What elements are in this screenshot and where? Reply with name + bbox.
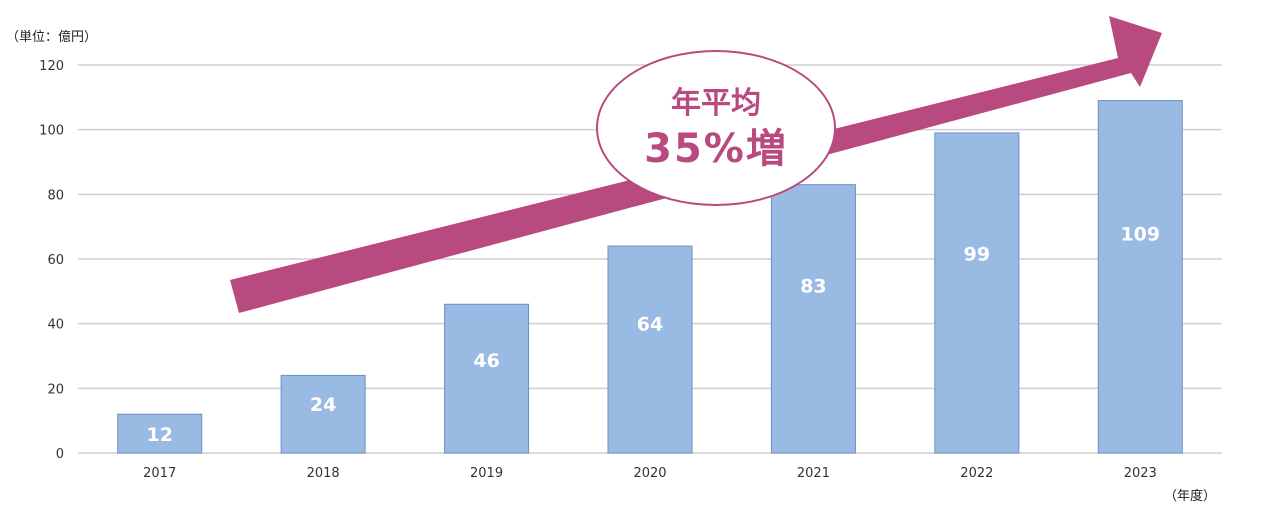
y-axis-ticks: 0 20 40 60 80 100 120 bbox=[39, 59, 64, 462]
growth-callout: 年平均 35%増 bbox=[596, 50, 836, 206]
bar-value-label: 99 bbox=[964, 244, 990, 266]
callout-line1: 年平均 bbox=[671, 86, 761, 121]
x-axis-unit-label: （年度） bbox=[1164, 489, 1217, 504]
x-tick-label: 2019 bbox=[470, 466, 503, 481]
bar-2017 bbox=[117, 413, 203, 454]
callout-ellipse bbox=[596, 50, 836, 206]
bar-value-label: 12 bbox=[146, 424, 172, 446]
bar-value-label: 83 bbox=[800, 276, 826, 298]
bar-2019 bbox=[444, 303, 530, 454]
unit-label: （単位：億円） bbox=[6, 30, 98, 45]
bar-2020 bbox=[607, 245, 693, 454]
bar-2021 bbox=[770, 184, 856, 454]
x-tick-label: 2021 bbox=[797, 466, 830, 481]
bar-value-label: 109 bbox=[1120, 223, 1160, 245]
x-tick-label: 2018 bbox=[307, 466, 340, 481]
y-tick-label: 80 bbox=[47, 188, 64, 203]
x-axis-ticks: 2017 2018 2019 2020 2021 2022 2023 bbox=[143, 466, 1157, 481]
bars bbox=[117, 100, 1183, 454]
bar-value-label: 24 bbox=[310, 394, 336, 416]
y-tick-label: 100 bbox=[39, 124, 64, 139]
y-tick-label: 60 bbox=[47, 253, 64, 268]
x-tick-label: 2022 bbox=[960, 466, 993, 481]
x-tick-label: 2017 bbox=[143, 466, 176, 481]
x-tick-label: 2020 bbox=[633, 466, 666, 481]
callout-line2: 35%増 bbox=[644, 126, 788, 172]
bar-2022 bbox=[934, 132, 1020, 454]
bar-2018 bbox=[280, 374, 366, 454]
bar-2023 bbox=[1097, 100, 1183, 454]
y-tick-label: 40 bbox=[47, 318, 64, 333]
bar-value-label: 64 bbox=[637, 314, 663, 336]
x-tick-label: 2023 bbox=[1124, 466, 1157, 481]
bar-value-label: 46 bbox=[473, 350, 499, 372]
y-tick-label: 20 bbox=[47, 382, 64, 397]
y-tick-label: 0 bbox=[56, 447, 64, 462]
y-tick-label: 120 bbox=[39, 59, 64, 74]
bar-labels: 12 24 46 64 83 99 109 bbox=[146, 223, 1160, 446]
